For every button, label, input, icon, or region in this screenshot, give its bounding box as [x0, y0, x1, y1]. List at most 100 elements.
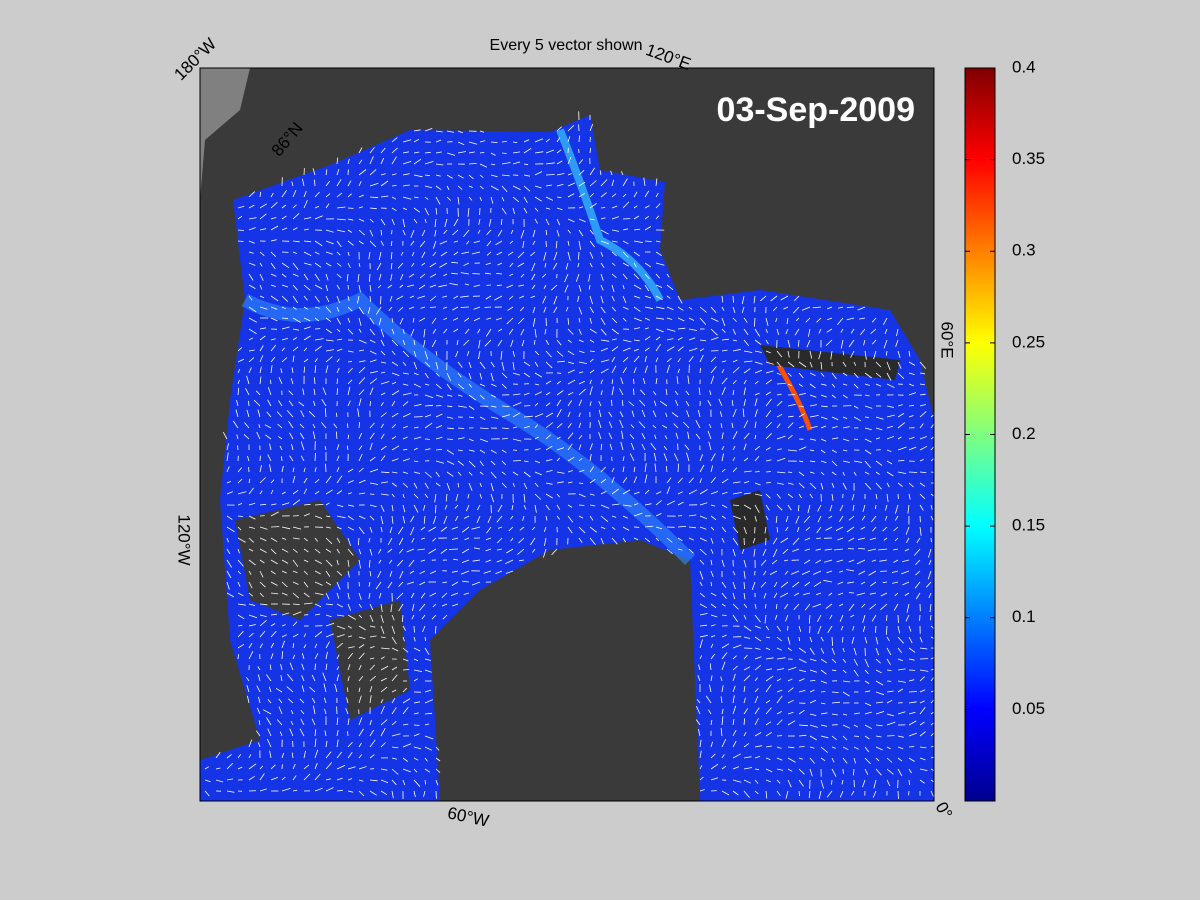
- vector: [652, 424, 657, 429]
- vector: [435, 436, 443, 440]
- vector: [323, 697, 327, 704]
- vector: [523, 139, 530, 143]
- vector: [347, 193, 352, 198]
- vector: [848, 559, 855, 563]
- vector: [772, 537, 778, 545]
- vector: [325, 489, 334, 495]
- vector: [264, 424, 272, 429]
- vector: [402, 392, 412, 396]
- vector: [512, 426, 518, 429]
- vector: [358, 284, 361, 293]
- vector: [655, 378, 658, 385]
- vector: [787, 471, 793, 473]
- vector: [358, 695, 362, 704]
- vector: [257, 674, 261, 682]
- vector: [303, 581, 309, 588]
- vector: [721, 614, 727, 616]
- vector: [512, 402, 522, 407]
- vector: [878, 548, 888, 551]
- vector: [508, 526, 514, 532]
- vector: [325, 740, 328, 748]
- vector: [787, 678, 793, 682]
- vector: [290, 710, 294, 715]
- vector: [775, 515, 778, 523]
- vector: [578, 169, 585, 176]
- vector: [226, 592, 234, 598]
- vector: [721, 685, 724, 693]
- vector: [534, 424, 539, 429]
- vector: [840, 328, 844, 333]
- vector: [721, 369, 725, 374]
- vector: [402, 139, 412, 143]
- vector: [732, 389, 735, 396]
- vector: [906, 603, 910, 613]
- vector: [908, 779, 910, 785]
- vector: [247, 695, 250, 704]
- vector: [387, 548, 393, 553]
- vector: [743, 559, 747, 568]
- vector: [683, 421, 690, 429]
- vector: [237, 654, 239, 660]
- vector: [358, 548, 362, 555]
- vector: [857, 537, 866, 541]
- vector: [423, 339, 426, 348]
- vector: [347, 635, 353, 638]
- vector: [325, 284, 329, 292]
- island: [730, 490, 770, 550]
- vector: [451, 261, 459, 264]
- vector: [919, 482, 926, 487]
- vector: [390, 240, 393, 247]
- vector: [483, 570, 492, 574]
- vector: [907, 504, 910, 514]
- vector: [710, 653, 716, 660]
- vector: [259, 465, 262, 473]
- vector: [368, 537, 371, 543]
- vector: [476, 515, 481, 523]
- vector: [400, 273, 404, 281]
- vector: [531, 526, 536, 531]
- vector: [798, 460, 804, 463]
- vector: [743, 328, 749, 336]
- vector: [655, 178, 658, 187]
- vector: [820, 669, 827, 675]
- vector: [809, 724, 818, 728]
- vector: [842, 438, 850, 442]
- vector: [851, 790, 855, 796]
- vector: [930, 636, 934, 639]
- vector: [270, 764, 276, 770]
- vector: [501, 174, 510, 177]
- vector: [479, 361, 486, 369]
- vector: [654, 400, 657, 407]
- vector: [336, 581, 341, 590]
- vector: [771, 559, 778, 565]
- colorbar-tick-label: 0.25: [1012, 332, 1045, 351]
- vector: [413, 447, 418, 451]
- vector: [599, 170, 602, 176]
- vector: [419, 317, 426, 322]
- vector: [358, 349, 365, 352]
- vector: [545, 196, 554, 201]
- vector: [369, 675, 376, 682]
- vector: [664, 435, 668, 440]
- vector: [461, 548, 470, 554]
- vector: [567, 411, 571, 418]
- vector: [270, 777, 279, 781]
- vector: [336, 192, 343, 198]
- vector: [292, 317, 301, 323]
- vector: [490, 185, 499, 191]
- vector: [578, 206, 584, 209]
- vector: [787, 647, 792, 652]
- vector: [743, 654, 748, 660]
- vector: [347, 251, 350, 257]
- vector: [556, 360, 565, 363]
- vector: [930, 504, 933, 510]
- vector: [292, 284, 298, 291]
- vector: [204, 766, 210, 770]
- vector: [226, 452, 229, 462]
- vector: [314, 592, 324, 596]
- vector: [641, 433, 646, 440]
- vector: [765, 625, 770, 631]
- vector: [743, 767, 753, 770]
- vector: [325, 365, 329, 374]
- vector: [413, 372, 419, 376]
